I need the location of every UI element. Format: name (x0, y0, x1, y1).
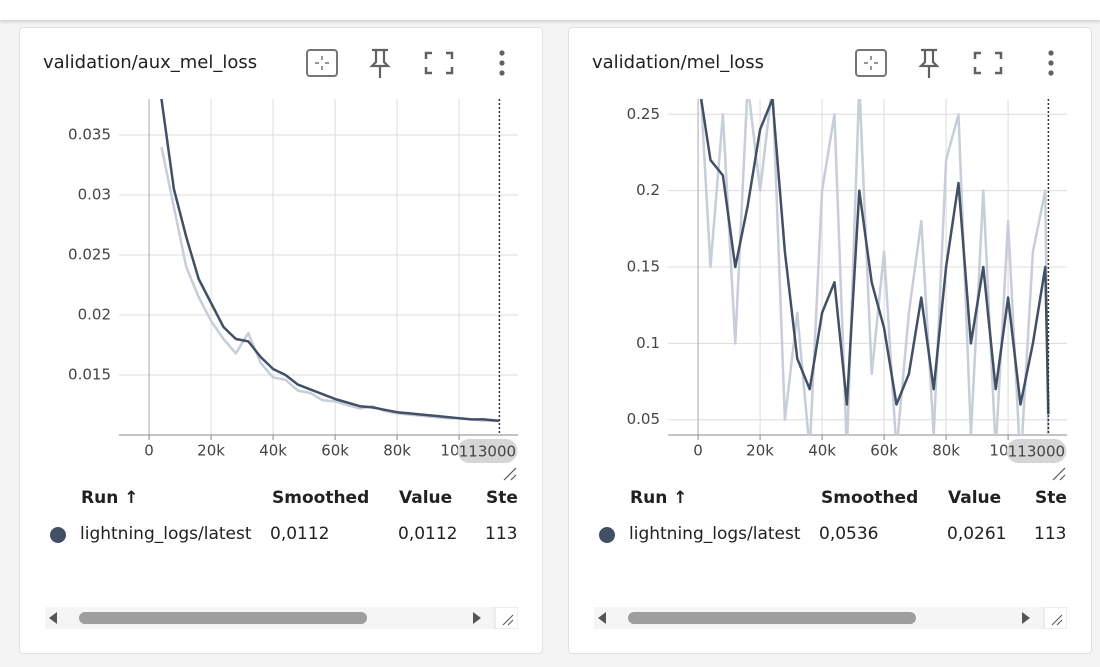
cell: 0,0536 (819, 524, 879, 544)
y-tick-label: 0.25 (627, 105, 660, 123)
x-tick-label: 20k (746, 442, 774, 460)
y-tick-label: 0.05 (627, 410, 660, 428)
cell: 0,0261 (947, 524, 1007, 544)
card: validation/aux_mel_loss 0.015 0.02 0.025 0.… (19, 27, 543, 654)
run-color (599, 527, 615, 543)
step-badge-label: 113000 (459, 443, 516, 461)
x-tick-label: 60k (870, 442, 898, 460)
y-tick-label: 0.15 (627, 258, 660, 276)
step-badge-label: 113000 (1008, 443, 1065, 461)
scrollbar[interactable] (45, 606, 519, 630)
card-title: validation/aux_mel_loss (43, 52, 258, 73)
column-header[interactable]: Run ↑ (630, 488, 688, 508)
run-table: Run ↑ Smoothed Value Step lightning_logs/lat… (20, 483, 518, 553)
cell: 0,0112 (398, 524, 458, 544)
scrollbar[interactable] (594, 606, 1068, 630)
line-series (160, 99, 500, 422)
resize-handle (503, 467, 517, 481)
column-header[interactable]: Value (399, 488, 453, 508)
scrollbar-parts[interactable] (45, 606, 519, 630)
plot (160, 99, 500, 422)
column-header[interactable]: Run ↑ (81, 488, 139, 508)
cell: 113000 (1034, 524, 1067, 544)
y-tick-label: 0.2 (636, 181, 660, 199)
x-tick-label: 0 (144, 442, 154, 460)
y-tick-label: 0.015 (68, 366, 111, 384)
x-tick-label: 80k (383, 442, 411, 460)
chart: 0.0150.020.0250.030.035020k40k60k80k100k… (68, 99, 518, 481)
run-table: Run ↑ Smoothed Value Step lightning_logs/lat… (569, 483, 1067, 553)
top-bar (0, 0, 1100, 20)
y-tick-label: 0.1 (636, 334, 660, 352)
x-tick-label: 40k (259, 442, 287, 460)
chart: 0.050.10.150.20.25020k40k60k80k100k11300… (627, 99, 1067, 481)
card-title: validation/mel_loss (592, 52, 765, 73)
line-series (160, 146, 500, 422)
line-series (699, 99, 1050, 435)
column-header[interactable]: Step (486, 488, 518, 508)
column-header[interactable]: Smoothed (272, 488, 370, 508)
y-tick-label: 0.025 (68, 246, 111, 264)
y-tick-label: 0.02 (78, 306, 111, 324)
plot (699, 99, 1050, 435)
line-series (699, 99, 1050, 415)
column-header[interactable]: Value (948, 488, 1002, 508)
y-tick-label: 0.035 (68, 126, 111, 144)
x-tick-label: 40k (808, 442, 836, 460)
x-tick-label: 0 (693, 442, 703, 460)
resize-handle (1052, 467, 1066, 481)
run-color (50, 527, 66, 543)
cell: lightning_logs/latest (80, 524, 252, 544)
y-tick-label: 0.03 (78, 186, 111, 204)
column-header[interactable]: Step (1035, 488, 1067, 508)
x-tick-label: 60k (321, 442, 349, 460)
x-tick-label: 80k (932, 442, 960, 460)
scrollbar-parts[interactable] (594, 606, 1068, 630)
cell: 0,0112 (270, 524, 330, 544)
x-tick-label: 20k (197, 442, 225, 460)
step-badge (1006, 439, 1067, 463)
card: validation/mel_loss 0.05 0.1 0.15 0.2 0.25 0 2… (568, 27, 1092, 654)
cell: 113000 (485, 524, 518, 544)
cell: lightning_logs/latest (629, 524, 801, 544)
toolbar-icons[interactable] (854, 44, 1074, 84)
step-badge (457, 439, 518, 463)
column-header[interactable]: Smoothed (821, 488, 919, 508)
toolbar-icons[interactable] (305, 44, 525, 84)
